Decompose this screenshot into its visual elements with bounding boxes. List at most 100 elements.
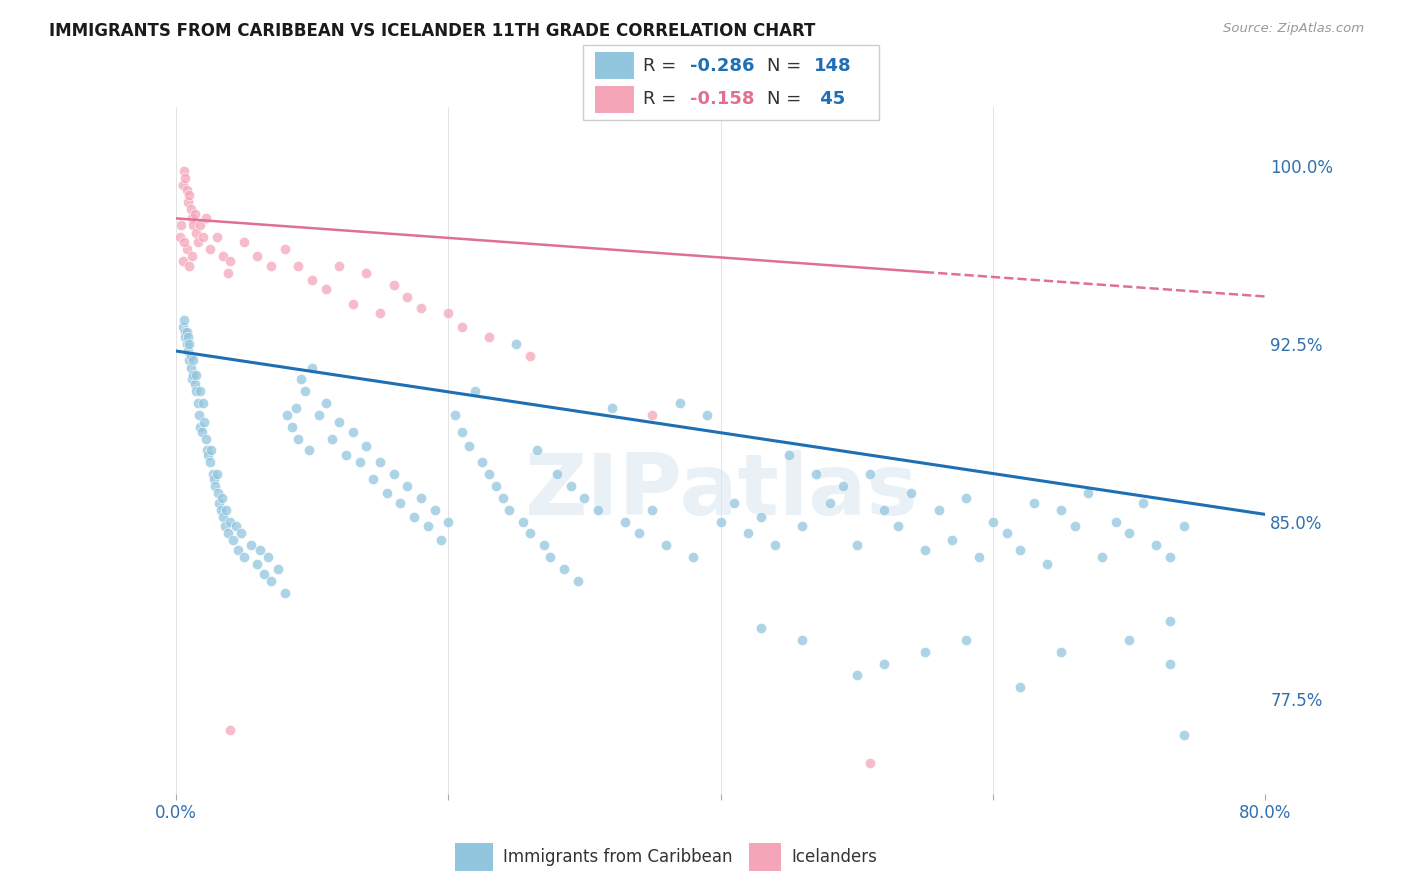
Point xyxy=(832,479,855,493)
Point xyxy=(174,330,197,344)
Point xyxy=(197,448,219,462)
Point xyxy=(257,549,280,564)
Point xyxy=(186,396,209,410)
Point xyxy=(941,533,963,548)
Point xyxy=(183,219,205,233)
Point xyxy=(498,502,520,516)
Point xyxy=(396,479,419,493)
Point xyxy=(574,491,596,505)
Point xyxy=(614,515,637,529)
Point xyxy=(260,259,283,273)
Point xyxy=(751,509,773,524)
Point xyxy=(172,254,194,268)
Point xyxy=(485,479,508,493)
Point xyxy=(276,408,298,422)
Point xyxy=(349,455,371,469)
Point xyxy=(212,249,235,263)
Point xyxy=(356,266,378,280)
Point xyxy=(232,235,254,249)
Point xyxy=(873,502,896,516)
Point xyxy=(1050,645,1073,659)
Text: Immigrants from Caribbean: Immigrants from Caribbean xyxy=(503,847,733,866)
Point xyxy=(214,519,236,533)
Point xyxy=(627,526,650,541)
Point xyxy=(361,472,384,486)
Text: N =: N = xyxy=(766,57,807,75)
Point xyxy=(180,202,202,216)
Point xyxy=(287,432,309,446)
Point xyxy=(533,538,555,552)
Point xyxy=(873,657,896,671)
Point xyxy=(416,519,439,533)
Point xyxy=(335,448,357,462)
Point xyxy=(183,353,205,368)
Point xyxy=(512,515,534,529)
Point xyxy=(188,219,211,233)
Point xyxy=(696,408,718,422)
Point xyxy=(188,419,211,434)
Point xyxy=(641,502,664,516)
Point xyxy=(228,543,250,558)
Point xyxy=(209,502,232,516)
Point xyxy=(294,384,316,399)
Point xyxy=(1159,549,1181,564)
Point xyxy=(763,538,786,552)
Point xyxy=(246,249,269,263)
Point xyxy=(859,756,882,770)
Text: ZIPatlas: ZIPatlas xyxy=(523,450,918,533)
Point xyxy=(567,574,589,588)
Point xyxy=(246,557,269,571)
Point xyxy=(682,549,704,564)
Point xyxy=(172,178,194,193)
Point xyxy=(710,515,733,529)
Point xyxy=(1091,549,1114,564)
Point xyxy=(201,467,224,482)
Point xyxy=(586,502,609,516)
Point xyxy=(1173,519,1195,533)
Point xyxy=(212,509,235,524)
Text: -0.286: -0.286 xyxy=(690,57,754,75)
Point xyxy=(1104,515,1126,529)
Point xyxy=(177,330,200,344)
FancyBboxPatch shape xyxy=(595,52,634,79)
Text: -0.158: -0.158 xyxy=(690,90,754,108)
Point xyxy=(478,467,501,482)
Point xyxy=(176,183,198,197)
Point xyxy=(179,353,201,368)
Point xyxy=(430,533,453,548)
Point xyxy=(173,164,195,178)
Point xyxy=(519,526,541,541)
Point xyxy=(859,467,882,482)
Point xyxy=(382,467,405,482)
Point xyxy=(437,515,460,529)
Point xyxy=(969,549,991,564)
Text: 148: 148 xyxy=(814,57,852,75)
Point xyxy=(1159,657,1181,671)
Point xyxy=(181,211,204,226)
Point xyxy=(641,408,664,422)
Point xyxy=(181,249,204,263)
Point xyxy=(845,538,868,552)
Point xyxy=(450,425,472,439)
Point xyxy=(1036,557,1059,571)
Point xyxy=(804,467,827,482)
Point xyxy=(194,432,217,446)
Point xyxy=(225,519,247,533)
Point xyxy=(955,491,977,505)
Point xyxy=(186,384,208,399)
Text: N =: N = xyxy=(766,90,807,108)
Point xyxy=(301,360,323,375)
Point xyxy=(202,472,225,486)
Point xyxy=(1010,681,1032,695)
Point xyxy=(668,396,690,410)
Point xyxy=(260,574,283,588)
Point xyxy=(249,543,271,558)
Point xyxy=(1118,526,1140,541)
Point xyxy=(173,235,195,249)
Point xyxy=(186,235,209,249)
Point xyxy=(375,486,398,500)
Point xyxy=(217,266,239,280)
Point xyxy=(914,645,936,659)
Point xyxy=(176,242,198,256)
Point xyxy=(900,486,922,500)
